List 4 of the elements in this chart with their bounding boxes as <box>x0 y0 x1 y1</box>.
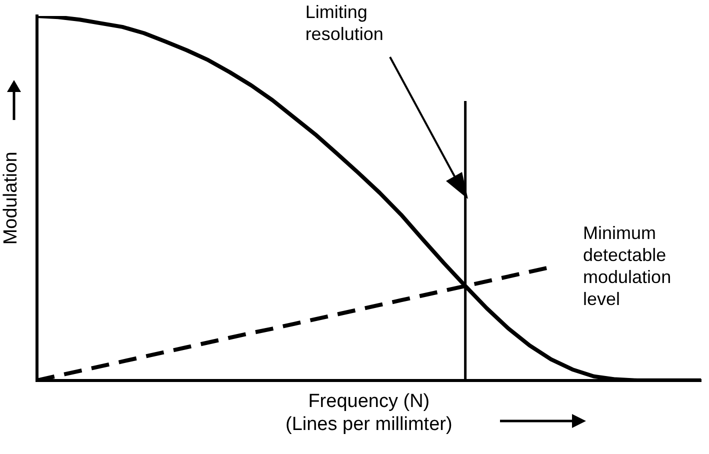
series-label: Minimum detectable modulation level <box>583 223 672 310</box>
x-axis-title: Frequency (N) (Lines per millimter) <box>285 391 452 435</box>
annotation: Limiting resolution <box>305 2 384 44</box>
y-axis-title: Modulation <box>0 152 22 245</box>
